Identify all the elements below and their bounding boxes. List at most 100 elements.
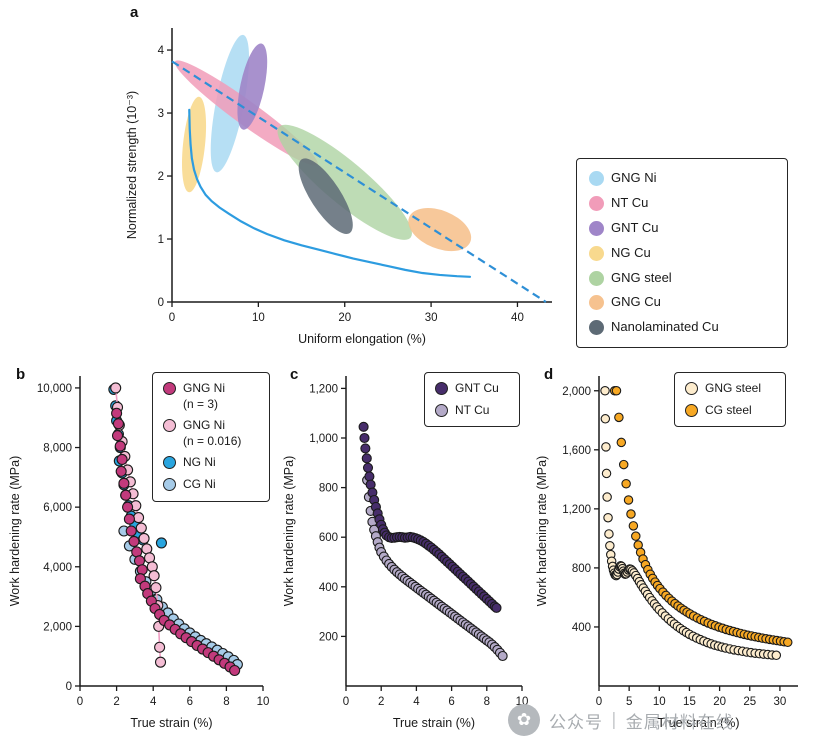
point-gng-ni-n3 [114,440,126,452]
y-tick-label: 800 [572,563,591,575]
point-cg-steel [631,531,641,541]
point-gng-steel [603,512,613,523]
legend-label-gnt-cu: GNT Cu [455,381,499,395]
point-gng-ni-n3 [111,430,124,442]
point-cg-steel [628,521,639,531]
y-tick-label: 0 [66,681,72,693]
point-nt-cu [497,650,508,662]
y-tick-label: 400 [572,622,591,634]
x-tick-label: 4 [413,696,420,708]
watermark: ✿ 公众号 | 金属材料在线 [508,704,734,736]
y-axis-label: Work hardening rate (MPa) [8,456,22,607]
y-tick-label: 1,200 [309,383,338,395]
y-tick-label: 6,000 [43,502,72,514]
panel-a-chart: 0 10 20 30 40 0 1 2 3 4 Uniform elongation (%) Norm… [125,28,552,346]
panel-b-legend: GNG Ni (n = 3) GNG Ni (n = 0.016) NG Ni CG … [152,372,270,502]
legend-item-gnt-cu: GNT Cu [589,220,775,237]
legend-swatch-gng-steel [589,270,604,286]
point-cg-steel [623,495,634,505]
point-gnt-cu [491,602,502,613]
legend-swatch-gng-cu [589,295,604,311]
y-tick-label: 3 [158,108,164,120]
watermark-separator: | [611,710,618,730]
y-tick-label: 1,600 [562,445,591,457]
x-axis-label: True strain (%) [130,716,212,730]
y-tick-label: 2,000 [562,386,591,398]
point-gng-ni-n3 [111,407,123,419]
legend-swatch-gng-ni-n3 [163,382,176,395]
point-cg-steel [618,459,629,470]
point-gng-ni-n0016 [148,570,160,582]
legend-label-nt-cu: NT Cu [611,194,649,210]
x-tick-label: 2 [378,696,384,708]
x-tick-label: 10 [257,696,270,708]
x-tick-label: 6 [187,696,193,708]
legend-label-cg-ni: CG Ni [183,476,216,491]
legend-item-nanolaminated-cu: Nanolaminated Cu [589,319,775,336]
x-tick-label: 10 [653,696,666,708]
panel-d-chart: 0 5 10 15 20 25 30 400 800 1,200 1,600 2,000 True st… [535,376,798,730]
y-tick-label: 2 [158,171,164,183]
region-gng-steel [277,124,412,240]
point-gng-ni-n0016 [146,561,158,573]
x-tick-label: 6 [448,696,454,708]
legend-item-gng-steel: GNG steel [685,381,775,397]
legend-swatch-gng-ni-n0016 [163,419,176,433]
x-tick-label: 0 [77,696,83,708]
panel-letter-d: d [544,366,554,383]
x-tick-label: 4 [150,696,157,708]
panel-b-chart: 0 2 4 6 8 10 0 2,000 4,000 6,000 8,000 10,000 True s… [8,376,270,730]
point-gnt-cu [362,462,374,473]
y-tick-label: 10,000 [37,383,72,395]
watermark-title: 金属材料在线 [625,712,734,733]
point-gng-ni-n3 [122,501,134,513]
legend-label-gng-ni-n3: GNG Ni (n = 3) [183,381,225,411]
legend-label-nt-cu: NT Cu [455,402,490,417]
x-tick-label: 2 [113,696,119,708]
legend-item-gng-steel: GNG steel [589,270,775,287]
watermark-text: 公众号 | 金属材料在线 [549,708,734,733]
y-tick-label: 8,000 [43,443,72,455]
legend-swatch-gnt-cu [589,220,604,236]
dashed-trend-line [171,60,547,303]
point-gng-ni-n3 [123,513,135,525]
y-tick-label: 0 [158,297,164,309]
point-gng-ni-n3 [125,525,137,537]
region-gng-cu [408,208,472,252]
legend-label-cg-steel: CG steel [705,402,752,417]
y-axis-label: Work hardening rate (MPa) [535,456,549,607]
x-tick-label: 0 [596,696,602,708]
point-gng-ni-n0016 [150,582,162,594]
legend-label-gng-cu: GNG Cu [611,294,661,310]
legend-item-ng-ni: NG Ni [163,455,259,471]
panel-letter-b: b [16,366,26,383]
point-gng-ni-n3 [120,489,132,501]
x-tick-label: 5 [626,696,632,708]
point-gnt-cu [364,471,375,482]
legend-item-ng-cu: NG Cu [589,245,775,262]
y-axis-label: Normalized strength (10⁻³) [125,91,139,239]
region-nanolaminated-cu [298,158,353,234]
x-tick-label: 8 [484,696,490,708]
point-gng-ni-n0016 [135,522,147,534]
panel-letter-a: a [130,4,139,21]
panel-letter-c: c [290,366,299,383]
legend-swatch-ng-ni [163,456,176,470]
x-tick-label: 25 [743,696,756,708]
x-axis-label: True strain (%) [393,716,475,730]
point-gng-ni-n3 [112,418,124,430]
legend-item-gng-cu: GNG Cu [589,294,775,311]
point-gng-ni-n0016 [110,382,122,394]
panel-a-legend: GNG Ni NT Cu GNT Cu NG Cu GNG steel GNG Cu Nan… [576,158,788,349]
x-tick-label: 30 [774,696,787,708]
point-gng-steel [602,492,612,502]
point-gng-steel [604,529,614,539]
legend-swatch-nt-cu [435,403,448,417]
legend-item-gnt-cu: GNT Cu [435,381,509,397]
x-tick-label: 15 [683,696,696,708]
legend-swatch-cg-ni [163,477,176,491]
x-axis-label: True strain (%) [657,716,739,730]
point-gng-steel [600,414,611,424]
y-tick-label: 4,000 [43,562,72,574]
point-cg-steel [621,479,631,489]
